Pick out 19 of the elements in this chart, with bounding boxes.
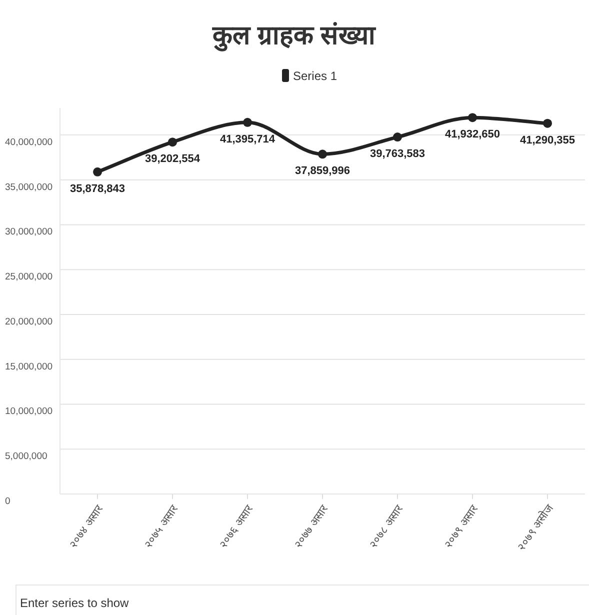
y-tick-label: 20,000,000 bbox=[5, 316, 53, 328]
data-label: 37,859,996 bbox=[294, 165, 350, 178]
y-tick-label: 30,000,000 bbox=[5, 226, 53, 238]
y-tick-label: 5,000,000 bbox=[5, 451, 48, 462]
y-tick-label: 40,000,000 bbox=[5, 136, 53, 148]
data-label: 41,290,355 bbox=[520, 134, 576, 146]
data-label: 39,763,583 bbox=[370, 148, 426, 160]
text: Enter series to show bbox=[20, 596, 130, 610]
data-label: 35,878,843 bbox=[70, 182, 126, 195]
y-tick-label: 0 bbox=[5, 496, 10, 507]
data-label: 39,202,554 bbox=[144, 153, 201, 166]
y-tick-label: 15,000,000 bbox=[5, 361, 53, 372]
data-label: 41,932,650 bbox=[444, 128, 500, 141]
data-label: 41,395,714 bbox=[220, 133, 276, 146]
legend-label: Series 1 bbox=[293, 69, 338, 83]
y-tick-label: 10,000,000 bbox=[5, 406, 53, 418]
chart-title: कुल ग्राहक संख्या bbox=[211, 20, 377, 52]
y-tick-label: 25,000,000 bbox=[5, 272, 53, 283]
y-tick-label: 35,000,000 bbox=[5, 182, 53, 193]
